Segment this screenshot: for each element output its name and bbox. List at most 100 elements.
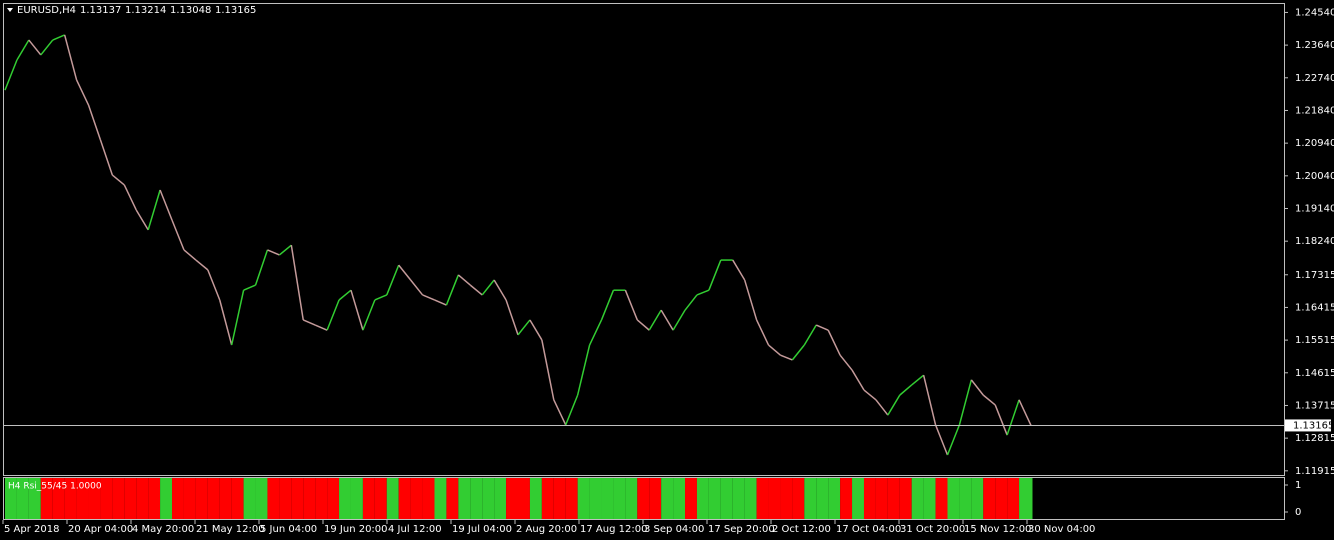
last-price-label: 1.13165 <box>1293 420 1334 431</box>
price-segment <box>99 139 114 176</box>
price-segment <box>791 344 805 361</box>
price-segment <box>911 374 925 386</box>
indicator-bar <box>923 478 936 519</box>
indicator-label: H4 Rsi_55/45 1.0000 <box>8 482 102 492</box>
price-segment <box>75 79 90 106</box>
indicator-bar <box>852 478 864 519</box>
indicator-bar <box>816 478 829 519</box>
indicator-bar <box>887 478 900 519</box>
indicator-bar <box>231 478 244 519</box>
price-segment <box>970 379 984 396</box>
indicator-bar <box>398 478 411 519</box>
indicator-bar <box>1031 478 1033 519</box>
x-tick-label: 5 Apr 2018 <box>4 524 59 535</box>
price-segment <box>815 324 829 331</box>
price-segment <box>1018 399 1032 426</box>
x-tick-label: 17 Oct 04:00 <box>836 524 901 535</box>
price-segment <box>576 344 591 396</box>
last-price-tag <box>1285 419 1331 432</box>
ohlc-value: 1.13048 <box>170 5 211 16</box>
x-tick-label: 3 Sep 04:00 <box>644 524 704 535</box>
x-tick-label: 20 Apr 04:00 <box>68 524 133 535</box>
indicator-bar <box>267 478 280 519</box>
indicator-bar <box>255 478 268 519</box>
price-segment <box>553 399 567 426</box>
price-segment <box>243 284 256 291</box>
price-segment <box>768 344 781 356</box>
y-tick-label: 1.19140 <box>1295 204 1334 215</box>
indicator-bar <box>315 478 328 519</box>
x-tick-label: 2 Oct 12:00 <box>772 524 831 535</box>
menu-arrow[interactable] <box>7 8 13 12</box>
price-panel <box>3 3 1285 476</box>
indicator-bar <box>637 478 650 519</box>
indicator-bar <box>529 478 542 519</box>
price-segment <box>28 39 42 56</box>
indicator-bar <box>661 478 674 519</box>
indicator-bar <box>446 478 459 519</box>
price-segment <box>422 294 435 301</box>
x-tick-label: 19 Jun 20:00 <box>324 524 388 535</box>
indicator-tick-label: 1 <box>1295 480 1301 491</box>
indicator-bar <box>422 478 435 519</box>
price-segment <box>52 34 65 41</box>
indicator-bar <box>16 478 29 519</box>
price-segment <box>660 309 674 331</box>
ohlc-value: 1.13214 <box>125 5 166 16</box>
y-tick-label: 1.18240 <box>1295 236 1334 247</box>
indicator-bar <box>28 478 41 519</box>
price-segment <box>362 299 376 331</box>
indicator-bar <box>911 478 924 519</box>
price-segment <box>254 249 269 286</box>
indicator-bar <box>350 478 363 519</box>
price-segment <box>87 104 102 141</box>
ohlc-value: 1.13137 <box>80 5 121 16</box>
price-segment <box>780 354 793 361</box>
indicator-bar <box>947 478 960 519</box>
y-tick-label: 1.23640 <box>1295 40 1334 51</box>
y-tick-label: 1.17315 <box>1295 270 1334 281</box>
price-segment <box>505 299 519 336</box>
indicator-bar <box>828 478 841 519</box>
y-tick-label: 1.22740 <box>1295 73 1334 84</box>
indicator-bar <box>494 478 507 519</box>
price-segment <box>541 339 555 400</box>
indicator-bar <box>589 478 602 519</box>
indicator-bar <box>124 478 137 519</box>
price-segment <box>887 394 901 416</box>
price-segment <box>636 319 650 331</box>
indicator-bar <box>183 478 196 519</box>
x-tick-label: 15 Nov 12:00 <box>964 524 1031 535</box>
indicator-bar <box>983 478 996 519</box>
y-tick-label: 1.15515 <box>1295 335 1334 346</box>
indicator-bar <box>100 478 113 519</box>
indicator-bar <box>792 478 805 519</box>
indicator-bar <box>88 478 101 519</box>
indicator-bar <box>362 478 375 519</box>
price-segment <box>803 324 817 346</box>
price-segment <box>696 289 710 296</box>
price-segment <box>708 259 722 291</box>
price-segment <box>994 404 1008 436</box>
indicator-bar <box>732 478 745 519</box>
price-segment <box>195 259 209 271</box>
indicator-bar <box>40 478 53 519</box>
y-tick-label: 1.24540 <box>1295 7 1334 18</box>
indicator-bar <box>172 478 184 519</box>
price-segment <box>481 279 495 296</box>
indicator-bar <box>541 478 554 519</box>
x-tick-label: 4 May 20:00 <box>132 524 194 535</box>
indicator-bar <box>434 478 447 519</box>
price-segment <box>278 244 292 256</box>
indicator-bar <box>160 478 173 519</box>
indicator-bar <box>756 478 769 519</box>
indicator-bar <box>995 478 1008 519</box>
price-segment <box>219 299 233 346</box>
y-tick-label: 1.13715 <box>1295 400 1334 411</box>
price-segment <box>851 369 865 391</box>
price-segment <box>183 249 197 261</box>
price-segment <box>445 274 460 306</box>
price-segment <box>517 319 531 336</box>
price-segment <box>207 269 221 301</box>
